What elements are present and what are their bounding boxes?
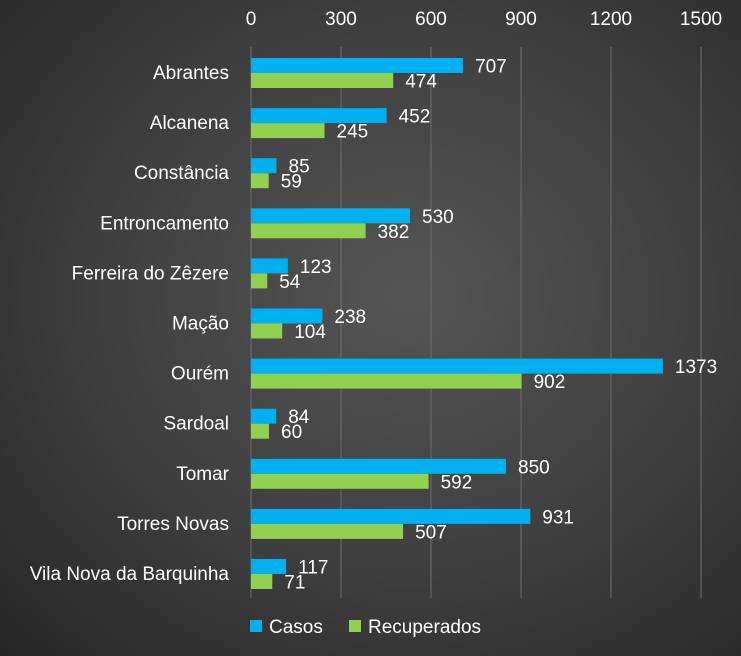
category-label: Ferreira do Zêzere (72, 263, 229, 284)
data-label-recuperados: 54 (279, 272, 301, 293)
x-tick-label: 300 (325, 9, 357, 30)
bar-casos (251, 358, 663, 374)
legend-label-recuperados: Recuperados (368, 617, 481, 638)
category-label: Entroncamento (100, 213, 229, 234)
bar-recuperados (251, 423, 269, 439)
data-label-recuperados: 592 (441, 472, 473, 493)
bar-casos (251, 458, 506, 474)
legend: Casos Recuperados (250, 617, 481, 638)
bar-recuperados (251, 73, 394, 88)
data-label-recuperados: 71 (284, 573, 305, 594)
category-label: Ourém (171, 364, 229, 385)
data-label-casos: 84 (288, 407, 310, 428)
gridlines (250, 47, 702, 598)
bar-recuperados (251, 373, 522, 389)
bars (251, 58, 663, 589)
data-label-casos: 452 (399, 107, 431, 128)
data-label-recuperados: 104 (294, 322, 326, 343)
data-label-recuperados: 382 (378, 222, 410, 243)
bar-casos (251, 408, 277, 424)
bar-recuperados (251, 473, 429, 489)
x-tick-label: 900 (505, 9, 537, 30)
category-label: Constância (134, 163, 229, 184)
bar-casos (251, 308, 323, 324)
x-tick-label: 600 (415, 9, 447, 30)
bar-recuperados (251, 523, 404, 539)
category-label: Tomar (176, 464, 229, 485)
bar-casos (251, 508, 531, 524)
bar-recuperados (251, 123, 325, 139)
x-tick-label: 1200 (590, 9, 632, 30)
data-label-recuperados: 59 (281, 172, 302, 193)
category-labels: Abrantes Alcanena Constância Entroncamento F… (30, 63, 230, 585)
bar-recuperados (251, 273, 268, 289)
bar-casos (251, 158, 277, 174)
category-label: Torres Novas (117, 514, 229, 535)
category-label: Vila Nova da Barquinha (30, 564, 230, 585)
category-label: Sardoal (164, 414, 230, 435)
bar-casos (251, 559, 287, 574)
x-tick-label: 1500 (680, 9, 722, 30)
bar-casos (251, 208, 410, 224)
bar-casos (251, 258, 288, 274)
legend-swatch-recuperados (349, 620, 361, 632)
category-label: Mação (172, 314, 229, 335)
data-label-recuperados: 507 (415, 522, 447, 543)
category-label: Abrantes (153, 63, 229, 84)
data-label-casos: 238 (334, 307, 366, 328)
data-label-recuperados: 245 (337, 122, 369, 143)
data-label-casos: 85 (289, 157, 310, 178)
legend-swatch-casos (250, 620, 262, 632)
bar-casos (251, 108, 387, 124)
bar-recuperados (251, 173, 269, 189)
bar-recuperados (251, 574, 273, 589)
data-label-casos: 931 (542, 507, 574, 528)
x-axis-ticks: 0 300 600 900 1200 1500 (246, 9, 722, 30)
data-label-casos: 707 (475, 57, 507, 78)
x-tick-label: 0 (246, 9, 257, 30)
legend-label-casos: Casos (269, 617, 323, 638)
bar-casos (251, 58, 464, 73)
data-label-casos: 1373 (675, 357, 717, 378)
data-label-recuperados: 902 (534, 372, 566, 393)
data-label-recuperados: 474 (405, 72, 437, 93)
category-label: Alcanena (150, 113, 230, 134)
bar-recuperados (251, 223, 366, 239)
data-label-casos: 530 (422, 207, 454, 228)
bar-recuperados (251, 323, 283, 339)
data-label-casos: 117 (298, 558, 328, 579)
data-label-casos: 123 (300, 257, 332, 278)
data-label-casos: 850 (518, 457, 550, 478)
data-label-recuperados: 60 (281, 422, 302, 443)
